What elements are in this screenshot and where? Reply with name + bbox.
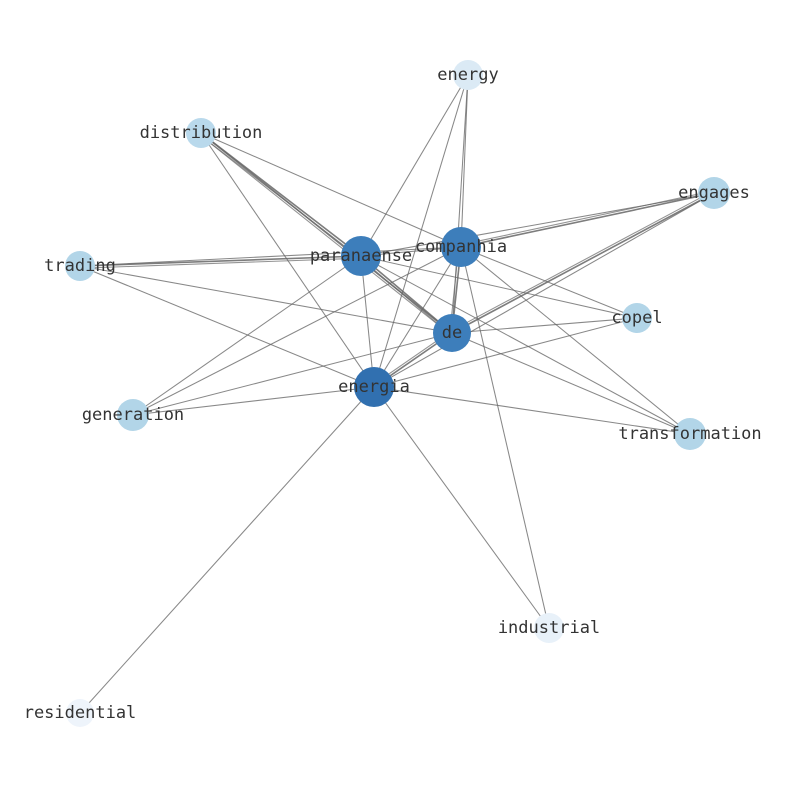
graph-edge [79, 255, 362, 267]
graph-node-engages[interactable] [698, 177, 730, 209]
graph-edge [132, 255, 362, 416]
graph-edge [373, 74, 469, 388]
graph-edge [360, 255, 691, 435]
graph-edge [450, 190, 714, 332]
graph-edge [360, 255, 375, 388]
graph-edge [373, 386, 691, 435]
graph-edge [460, 190, 714, 246]
graph-edge [79, 265, 375, 388]
graph-edge [199, 134, 451, 336]
graph-edge [80, 257, 362, 269]
graph-edge [132, 246, 462, 416]
graph-node-paranaense[interactable] [341, 236, 381, 276]
graph-edge [460, 74, 469, 248]
graph-edge [451, 192, 715, 334]
graph-edge [373, 386, 550, 629]
graph-node-energy[interactable] [453, 60, 483, 90]
graph-edge [373, 246, 462, 388]
graph-node-companhia[interactable] [441, 227, 481, 267]
graph-edge [451, 317, 638, 334]
graph-node-industrial[interactable] [534, 613, 564, 643]
graph-node-trading[interactable] [65, 251, 95, 281]
graph-edge [79, 265, 453, 334]
graph-node-distribution[interactable] [186, 118, 216, 148]
graph-edge [200, 132, 375, 388]
graph-edge [460, 246, 691, 435]
graph-edge [360, 255, 638, 319]
graph-edge [132, 386, 375, 416]
graph-edge [460, 246, 550, 629]
graph-edge [200, 132, 453, 334]
graph-node-copel[interactable] [622, 303, 652, 333]
graph-node-energia[interactable] [354, 367, 394, 407]
graph-edge [460, 192, 715, 248]
graph-edge [79, 246, 462, 267]
graph-edge [451, 332, 691, 435]
graph-edge [373, 317, 638, 388]
graph-edge [360, 74, 469, 257]
graph-node-de[interactable] [433, 314, 471, 352]
graph-node-residential[interactable] [66, 699, 94, 727]
graph-node-transformation[interactable] [674, 418, 706, 450]
graph-node-generation[interactable] [117, 399, 149, 431]
graph-edge [79, 386, 375, 714]
graph-edge [460, 246, 638, 319]
graph-edge [200, 132, 462, 248]
graph-edge [373, 192, 715, 388]
